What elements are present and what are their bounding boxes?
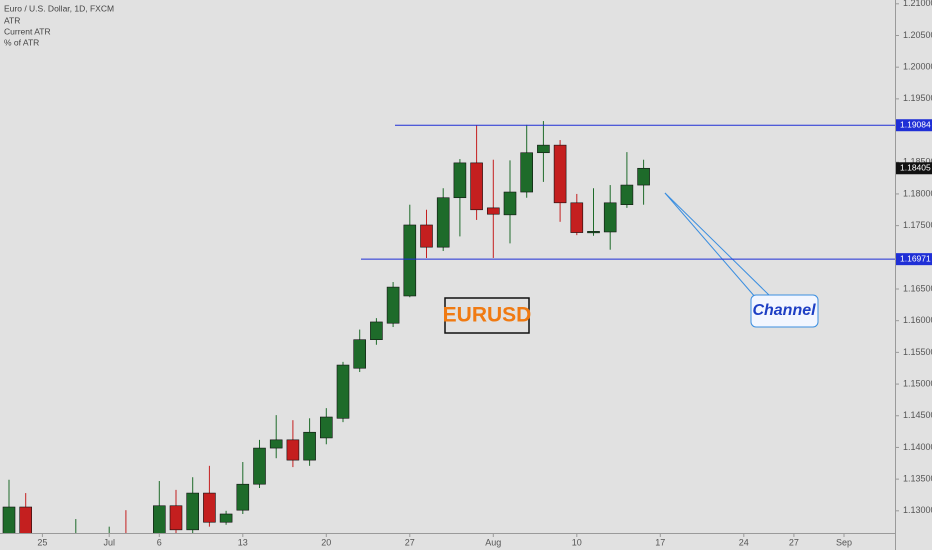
candle-body xyxy=(587,231,600,234)
x-tick-label: 27 xyxy=(789,537,799,547)
label-box xyxy=(444,297,530,334)
candle-body xyxy=(570,202,584,233)
candle-body xyxy=(286,439,300,461)
y-tick-label: 1.16000 xyxy=(903,315,932,325)
candle-body xyxy=(403,224,417,297)
candle-body xyxy=(620,184,634,206)
candle-body xyxy=(303,431,316,461)
y-tick-label: 1.20000 xyxy=(903,62,932,72)
candle-body xyxy=(353,339,367,369)
annotation: EURUSD xyxy=(443,304,532,327)
candle-body xyxy=(470,162,483,211)
current-price-bg xyxy=(896,162,932,175)
x-tick-label: 24 xyxy=(739,537,749,547)
callout-pointer xyxy=(664,192,771,297)
candle-body xyxy=(603,202,617,233)
x-tick-label: 25 xyxy=(37,537,47,547)
price-label-bg xyxy=(896,253,932,266)
callout-box xyxy=(750,294,819,328)
chart-title: Euro / U.S. Dollar, 1D, FXCM xyxy=(4,3,114,13)
candle-body xyxy=(553,144,567,204)
candle-body xyxy=(169,505,183,531)
candle-body xyxy=(486,207,500,215)
y-tick-label: 1.14000 xyxy=(903,442,932,452)
candle-body xyxy=(236,483,250,511)
callout-pointer xyxy=(664,192,757,299)
price-label: 1.19084 xyxy=(900,119,931,129)
candle-body xyxy=(269,439,283,449)
candle-body xyxy=(219,513,233,523)
candles xyxy=(2,121,650,533)
x-tick-label: 13 xyxy=(238,537,248,547)
y-tick-label: 1.18500 xyxy=(903,157,932,167)
y-tick-label: 1.13500 xyxy=(903,474,932,484)
candle-body xyxy=(203,492,216,523)
candle-body xyxy=(370,321,383,341)
y-tick-label: 1.14500 xyxy=(903,410,932,420)
indicator: % of ATR xyxy=(4,37,39,47)
price-label-bg xyxy=(896,119,932,132)
candle-body xyxy=(186,492,199,531)
current-price-label: 1.18405 xyxy=(900,163,931,173)
y-tick-label: 1.19500 xyxy=(903,93,932,103)
x-tick-label: 17 xyxy=(655,537,665,547)
indicator: Current ATR xyxy=(4,26,51,36)
x-tick-label: 20 xyxy=(321,537,331,547)
y-tick-label: 1.13000 xyxy=(903,505,932,515)
price-label: 1.16971 xyxy=(900,253,931,263)
y-tick-label: 1.20500 xyxy=(903,30,932,40)
candle-body xyxy=(436,197,450,248)
candle-body xyxy=(520,152,534,193)
y-tick-label: 1.16500 xyxy=(903,283,932,293)
y-tick-label: 1.15500 xyxy=(903,347,932,357)
x-tick-label: Jul xyxy=(103,537,115,547)
y-tick-label: 1.21000 xyxy=(903,0,932,8)
candle-body xyxy=(637,167,650,186)
candle-body xyxy=(420,224,433,248)
y-tick-label: 1.15000 xyxy=(903,378,932,388)
candle-body xyxy=(453,162,467,199)
x-tick-label: 6 xyxy=(157,537,162,547)
x-tick-label: Aug xyxy=(485,537,501,547)
candle-body xyxy=(319,416,333,439)
annotation: Channel xyxy=(752,302,816,319)
candle-body xyxy=(253,447,266,485)
x-tick-label: Sep xyxy=(836,537,852,547)
x-tick-label: 10 xyxy=(572,537,582,547)
candle-body xyxy=(2,506,16,533)
y-tick-label: 1.17500 xyxy=(903,220,932,230)
indicator: ATR xyxy=(4,15,20,25)
candle-body xyxy=(19,506,33,533)
candle-body xyxy=(386,286,400,324)
candle-body xyxy=(336,364,350,419)
x-tick-label: 27 xyxy=(405,537,415,547)
candle-body xyxy=(503,191,517,216)
y-tick-label: 1.18000 xyxy=(903,188,932,198)
candle-body xyxy=(537,144,550,154)
candle-body xyxy=(153,505,166,533)
